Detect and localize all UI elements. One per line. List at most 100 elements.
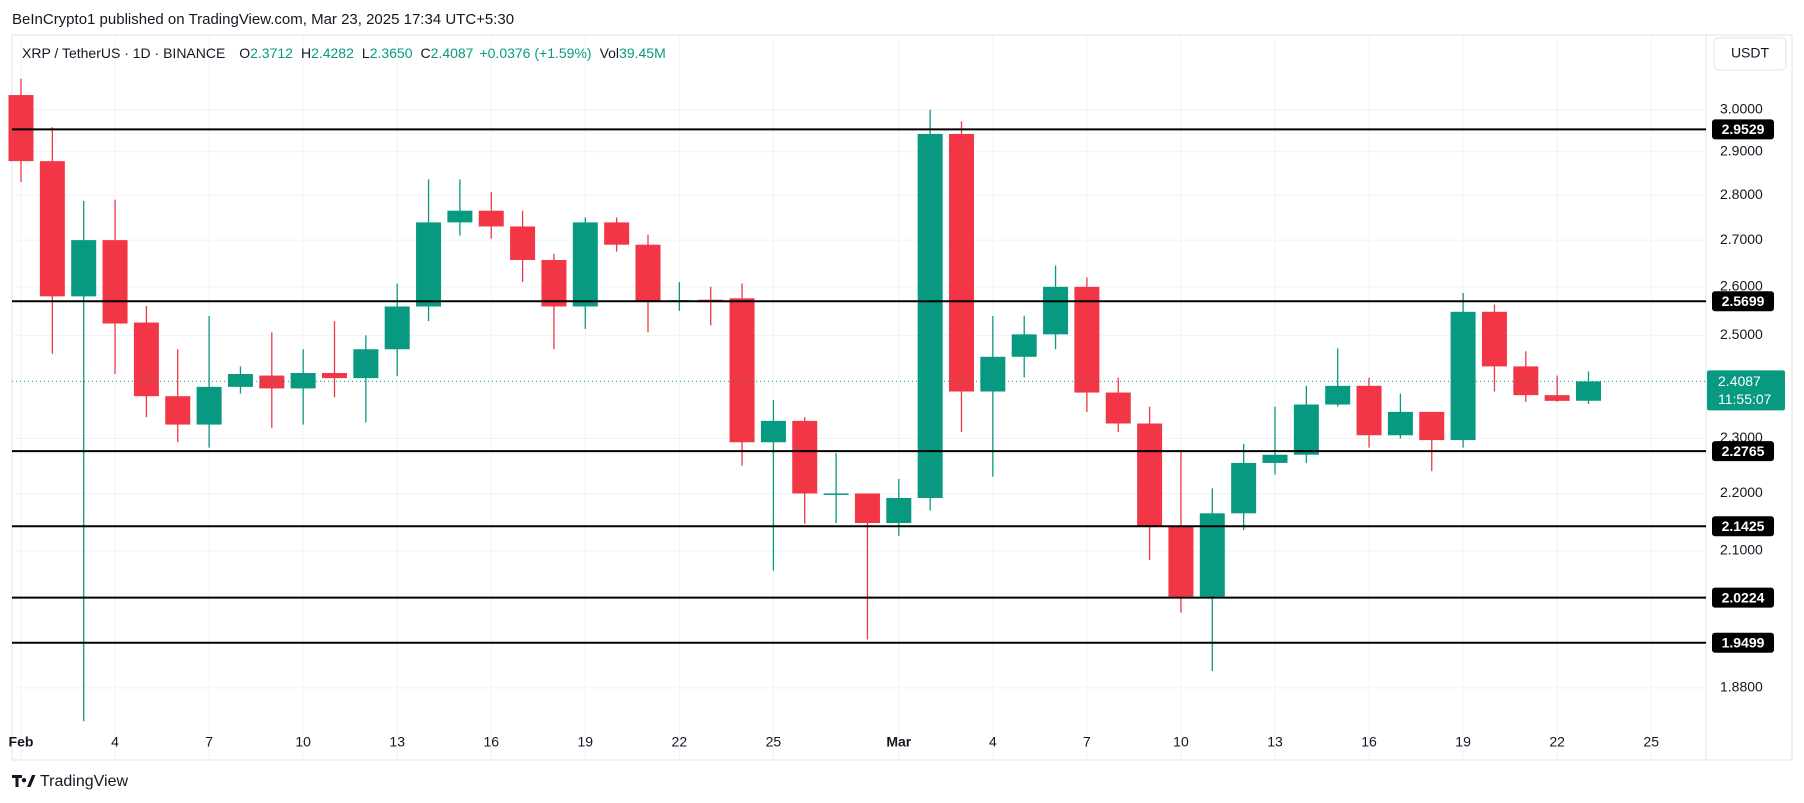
candle-body: [792, 420, 818, 494]
published-note: BeInCrypto1 published on TradingView.com…: [12, 11, 514, 28]
x-tick-label: 25: [1643, 734, 1659, 750]
candle-body: [1231, 462, 1257, 514]
level-label: 2.2765: [1722, 443, 1765, 459]
level-label-box: [1712, 587, 1774, 608]
legend-value: 39.45M: [619, 45, 666, 61]
candle-body: [1387, 411, 1413, 436]
candle-body: [1325, 385, 1351, 405]
y-tick-label: 2.3000: [1720, 429, 1763, 445]
candle-body: [384, 306, 410, 350]
candle-body: [1513, 366, 1539, 396]
candle-body: [259, 375, 285, 389]
candle-body: [760, 420, 786, 443]
y-tick-label: 2.5000: [1720, 326, 1763, 342]
candle-body: [510, 226, 536, 260]
x-tick-label: 19: [1455, 734, 1471, 750]
candle-body: [604, 222, 630, 245]
y-tick-label: 2.9000: [1720, 142, 1763, 158]
level-label: 2.1425: [1722, 518, 1765, 534]
candle-body: [1544, 395, 1570, 401]
legend-value: 2.3712: [250, 45, 293, 61]
candle-body: [1074, 286, 1100, 393]
candle-body: [478, 210, 504, 227]
candle-body: [196, 386, 222, 425]
brand-logo: [12, 775, 36, 787]
x-tick-label: 10: [1173, 734, 1189, 750]
x-tick-label: 22: [672, 734, 688, 750]
candle-body: [823, 493, 849, 495]
level-label-box: [1712, 119, 1774, 140]
x-tick-label: 13: [1267, 734, 1283, 750]
y-tick-label: 2.8000: [1720, 186, 1763, 202]
legend-value: 2.4282: [311, 45, 354, 61]
x-tick-label: 13: [389, 734, 405, 750]
candle-body: [1481, 311, 1507, 367]
level-label: 2.0224: [1722, 589, 1765, 605]
x-tick-label: Mar: [886, 734, 911, 750]
chart-frame: [11, 34, 1793, 761]
y-tick-label: 2.6000: [1720, 278, 1763, 294]
candle-body: [102, 240, 128, 324]
candle-body: [1356, 385, 1382, 436]
candle-body: [1262, 454, 1288, 463]
y-tick-label: 2.2000: [1720, 484, 1763, 500]
legend-key: O: [239, 45, 250, 61]
countdown-label: 11:55:07: [1718, 391, 1772, 407]
last-price-label: 2.4087: [1718, 373, 1761, 389]
x-tick-label: 7: [1083, 734, 1091, 750]
candle-body: [949, 133, 974, 392]
legend-key: L: [362, 45, 370, 61]
candle-body: [1419, 411, 1445, 441]
currency-button[interactable]: [1713, 37, 1787, 71]
candle-body: [1168, 526, 1194, 597]
symbol-title: XRP / TetherUS · 1D · BINANCE: [22, 45, 225, 61]
x-tick-label: 16: [483, 734, 499, 750]
candle-body: [886, 497, 912, 524]
candle-body: [165, 396, 191, 425]
x-tick-label: 4: [111, 734, 119, 750]
x-tick-label: 10: [295, 734, 311, 750]
candle-body: [635, 244, 661, 302]
x-tick-label: 22: [1549, 734, 1565, 750]
candle-body: [729, 298, 755, 443]
level-label-box: [1712, 632, 1774, 653]
candle-body: [1043, 286, 1069, 335]
candle-body: [416, 222, 442, 307]
legend-value: 2.4087: [431, 45, 474, 61]
last-price-box: [1707, 370, 1785, 411]
level-label: 2.5699: [1722, 293, 1765, 309]
candle-body: [133, 322, 159, 397]
candle-body: [322, 373, 347, 379]
candle-body: [1105, 392, 1131, 424]
symbol-legend: XRP / TetherUS · 1D · BINANCE O2.3712 H2.…: [22, 45, 666, 61]
x-tick-label: Feb: [9, 734, 34, 750]
legend-key: Vol: [600, 45, 619, 61]
legend-change: +0.0376 (+1.59%): [479, 45, 591, 61]
candle-body: [1576, 381, 1601, 401]
x-tick-label: 4: [989, 734, 997, 750]
candle-body: [854, 493, 880, 524]
x-tick-label: 19: [578, 734, 594, 750]
candle-body: [572, 222, 598, 307]
legend-key: C: [421, 45, 431, 61]
level-label: 1.9499: [1722, 634, 1765, 650]
candle-body: [71, 240, 97, 297]
brand-name: TradingView: [40, 773, 128, 790]
candle-body: [39, 161, 65, 297]
currency-label[interactable]: USDT: [1731, 45, 1770, 61]
x-tick-label: 7: [205, 734, 213, 750]
candle-body: [980, 356, 1006, 392]
candle-body: [1137, 423, 1163, 527]
candle-body: [8, 95, 34, 162]
level-label: 2.9529: [1722, 121, 1765, 137]
level-label-box: [1712, 291, 1774, 312]
candle-body: [353, 349, 379, 379]
candle-body: [917, 133, 943, 498]
y-tick-label: 2.1000: [1720, 542, 1763, 558]
y-tick-label: 3.0000: [1720, 101, 1763, 117]
candle-body: [447, 210, 473, 223]
y-tick-label: 1.8800: [1720, 679, 1763, 695]
legend-value: 2.3650: [370, 45, 413, 61]
candle-body: [541, 259, 567, 307]
